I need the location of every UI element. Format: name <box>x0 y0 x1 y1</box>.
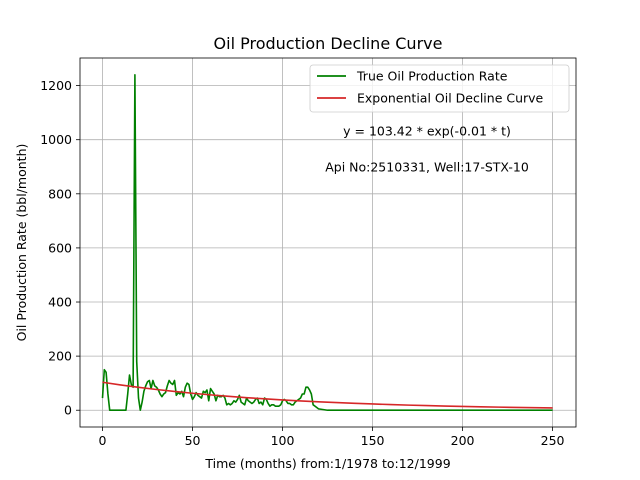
x-tick-label: 200 <box>451 433 475 448</box>
y-tick-label: 1000 <box>40 132 72 147</box>
legend-box <box>309 64 570 113</box>
legend-label-decline-curve: Exponential Oil Decline Curve <box>357 91 544 106</box>
y-tick-label: 1200 <box>40 78 72 93</box>
x-tick-label: 0 <box>99 433 107 448</box>
well-annotation: Api No:2510331, Well:17-STX-10 <box>325 160 529 175</box>
x-tick-label: 250 <box>541 433 565 448</box>
tick-labels: 0 50 100 150 200 250 0 200 400 600 800 1000 1200 <box>40 78 564 448</box>
y-tick-label: 800 <box>48 186 72 201</box>
y-tick-label: 0 <box>64 403 72 418</box>
legend-label-true-rate: True Oil Production Rate <box>356 69 508 84</box>
legend: True Oil Production Rate Exponential Oil… <box>309 64 570 113</box>
y-tick-label: 200 <box>48 349 72 364</box>
y-tick-label: 600 <box>48 240 72 255</box>
y-axis-label: Oil Production Rate (bbl/month) <box>14 144 29 342</box>
y-tick-label: 400 <box>48 295 72 310</box>
grid <box>80 58 576 427</box>
x-tick-label: 100 <box>271 433 295 448</box>
x-tick-label: 150 <box>361 433 385 448</box>
axis-ticks <box>76 85 553 431</box>
equation-annotation: y = 103.42 * exp(-0.01 * t) <box>343 124 511 139</box>
x-axis-label: Time (months) from:1/1978 to:12/1999 <box>204 456 450 471</box>
plot-area <box>101 73 553 412</box>
series-line-decline-curve <box>102 381 553 409</box>
x-tick-label: 50 <box>185 433 201 448</box>
chart-title: Oil Production Decline Curve <box>214 34 443 53</box>
plot-frame <box>79 57 577 428</box>
